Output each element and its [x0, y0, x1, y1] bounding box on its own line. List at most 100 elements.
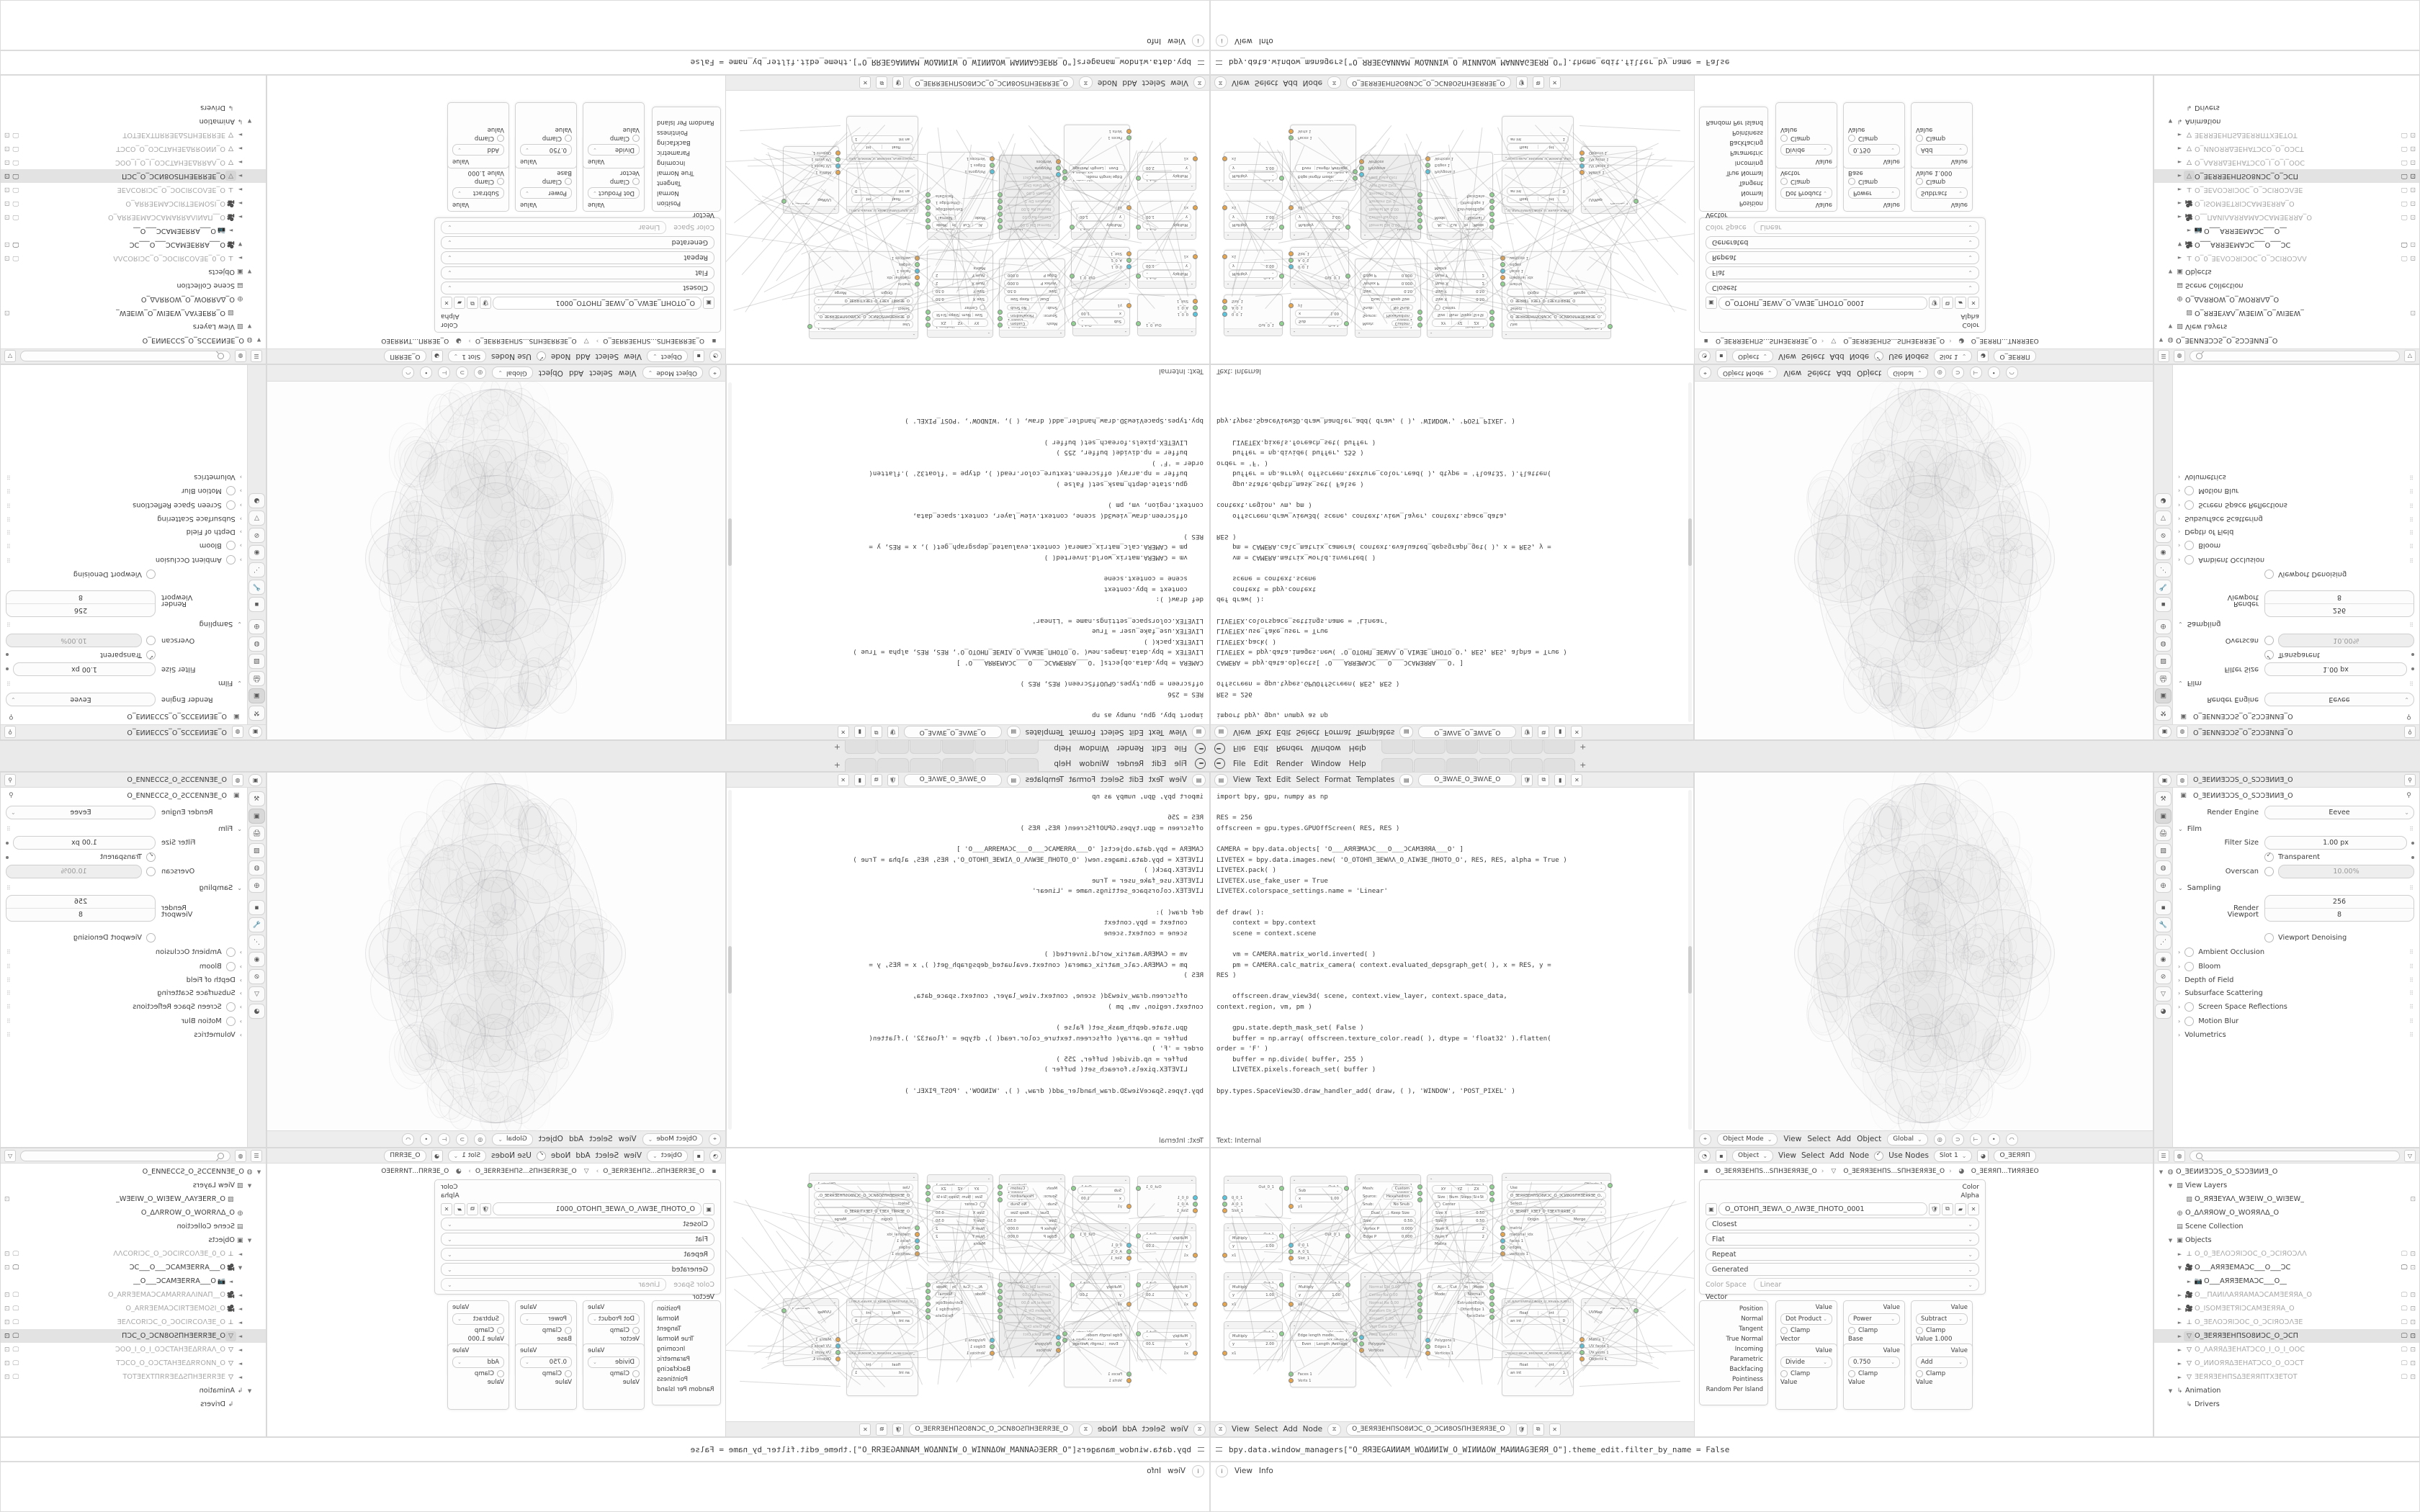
object-icon[interactable]: ▪ — [693, 351, 704, 363]
node-output-socket[interactable] — [1136, 1331, 1141, 1336]
chevron-down-icon[interactable]: ▼ — [246, 269, 254, 275]
fake-user-icon[interactable]: 🛡 — [1516, 77, 1528, 89]
viewport-menu-view[interactable]: View — [619, 369, 637, 377]
section-film[interactable]: ⌄ Film ⠿ — [2178, 825, 2414, 833]
geometry-node[interactable]: ⌄Out 1x1Multiply⌄y1.00 — [1224, 1223, 1283, 1262]
source-dropdown[interactable]: Generated ⌄ — [441, 1263, 714, 1276]
clamp-row[interactable]: Clamp — [1848, 135, 1900, 142]
material-name[interactable]: O_ƎEЯЯΠ — [1994, 1150, 2035, 1162]
math-operation-dropdown[interactable]: Add ⌄ — [452, 144, 504, 156]
disabled-camera-icon[interactable]: ⊡ — [2410, 214, 2416, 221]
section-volumetrics[interactable]: › Volumetrics ⠿ — [2178, 473, 2414, 481]
node-output-socket[interactable] — [1279, 321, 1284, 326]
unlink-icon[interactable]: ✕ — [859, 77, 871, 89]
chevron-right-icon[interactable]: ► — [236, 256, 244, 261]
grip-dots[interactable]: ⠿ — [2409, 557, 2414, 563]
clamp-checkbox[interactable] — [1916, 135, 1923, 142]
properties-editor-type-icon[interactable]: ▣ — [248, 774, 262, 786]
outliner-search-input[interactable] — [20, 1151, 230, 1161]
node-input-socket[interactable] — [1289, 1204, 1294, 1209]
node-output-socket[interactable] — [1071, 321, 1076, 326]
python-console-line[interactable]: bpy.data.window_managers["O_ЯЯƎEGAИИAM_W… — [1210, 1437, 2420, 1462]
node-output-socket[interactable] — [1136, 274, 1141, 279]
text-menu-format[interactable]: Format — [1069, 775, 1095, 784]
outliner-row[interactable]: ► 🎥 O_ISOMƎETЯIƆCAMƎEЯЯA_O 🖵 ⊡ — [1, 197, 266, 210]
text-menu-text[interactable]: Text — [1256, 775, 1271, 784]
info-editor-type-icon[interactable]: i — [1192, 1465, 1204, 1477]
chevron-right-icon[interactable]: ► — [2176, 1320, 2184, 1326]
outliner-row[interactable]: ▧ O_ЯЯƎEYAΛ_WƎEIW_O_WIƎEW_ ⊡ — [2154, 306, 2419, 320]
chevron-right-icon[interactable]: ► — [227, 228, 235, 234]
text-menu-edit[interactable]: Edit — [1129, 728, 1143, 737]
node-output-socket[interactable] — [1489, 1197, 1494, 1202]
node-output-socket[interactable] — [1136, 225, 1141, 230]
overlays-icon[interactable]: ◠ — [2006, 1133, 2018, 1146]
node-field[interactable]: Source: Hexahedron — [1004, 1193, 1060, 1200]
camera-on-icon[interactable]: ⊡ — [4, 1333, 10, 1340]
chevron-down-icon[interactable]: ▼ — [246, 1238, 254, 1243]
camera-on-icon[interactable]: ⊡ — [2410, 1333, 2416, 1340]
info-menu-view[interactable]: View — [1168, 1467, 1186, 1475]
pin-icon[interactable]: ⚲ — [4, 774, 16, 786]
clamp-checkbox[interactable] — [497, 178, 504, 185]
outliner-row[interactable]: ► ▽ O_ƎEЯЯƎEHΠSO8ИƆC_O_ƆCΠ 🖵 ⊡ — [1, 169, 266, 183]
disabled-camera-icon[interactable]: ⊡ — [2410, 255, 2416, 262]
monitor-on-icon[interactable]: 🖵 — [2401, 1264, 2408, 1272]
chevron-right-icon[interactable]: ► — [2176, 1347, 2184, 1353]
node-input-socket[interactable] — [1222, 1302, 1227, 1307]
viewport-denoising-checkbox[interactable] — [2264, 570, 2274, 579]
image-icon[interactable]: ▣ — [1706, 1203, 1717, 1215]
properties-tab-particles[interactable]: ⋰ — [248, 935, 265, 950]
info-menu-view[interactable]: View — [1168, 37, 1186, 45]
text-menu-select[interactable]: Select — [1296, 728, 1319, 737]
chevron-down-icon[interactable]: ▼ — [2166, 1183, 2174, 1189]
node-input-socket[interactable] — [1193, 1253, 1198, 1258]
unlink-icon[interactable]: ✕ — [441, 297, 452, 310]
monitor-icon[interactable]: 🖵 — [2401, 1346, 2408, 1354]
chevron-right-icon[interactable]: ► — [236, 1320, 244, 1326]
disabled-camera-icon[interactable]: ⊡ — [4, 1305, 10, 1313]
monitor-icon[interactable]: 🖵 — [2401, 1251, 2408, 1258]
grip-dots[interactable]: ⠿ — [6, 963, 11, 970]
pin-icon[interactable]: ⚲ — [2403, 711, 2414, 721]
workspace-tab[interactable] — [1543, 758, 1575, 772]
node-field[interactable]: x 1.00 — [1077, 310, 1125, 318]
camera-on-icon[interactable]: ⊡ — [2410, 173, 2416, 180]
node-output-socket[interactable] — [1417, 1197, 1422, 1202]
properties-tab-tool[interactable]: ⚒ — [248, 791, 265, 806]
node-header[interactable]: ⌄ — [1073, 328, 1129, 336]
editor-type-icon[interactable]: ⌖ — [709, 367, 721, 379]
properties-tab-tool[interactable]: ⚒ — [2155, 791, 2172, 806]
screen-space-reflections-checkbox[interactable] — [2184, 500, 2194, 510]
node-input-socket[interactable] — [1126, 251, 1131, 256]
monitor-icon[interactable]: 🖵 — [13, 200, 19, 207]
transparent-checkbox[interactable] — [146, 650, 156, 660]
info-editor-type-icon[interactable]: i — [1216, 35, 1228, 48]
grip-dots[interactable]: ⠿ — [2409, 963, 2414, 970]
clamp-row[interactable]: Clamp — [588, 1370, 640, 1377]
outliner-row[interactable]: ▤ Scene Collection — [1, 279, 266, 292]
monitor-icon[interactable]: 🖵 — [2401, 132, 2408, 139]
node-output-socket[interactable] — [1417, 323, 1422, 328]
outliner-row[interactable]: ► ▽ O_ƎEЯЯƎEHΠSO8ИƆC_O_ƆCΠ 🖵 ⊡ — [2154, 1329, 2419, 1343]
node-output-socket[interactable] — [998, 310, 1003, 315]
clamp-checkbox[interactable] — [632, 135, 640, 142]
text-menu-text[interactable]: Text — [1149, 775, 1164, 784]
node-input-socket[interactable] — [1500, 1232, 1505, 1237]
menu-file[interactable]: File — [1174, 744, 1187, 753]
disabled-camera-icon[interactable]: ⊡ — [2410, 132, 2416, 139]
node-field[interactable]: Sub ⌄ — [1077, 318, 1125, 325]
math-operation-dropdown[interactable]: Divide ⌄ — [1780, 144, 1832, 156]
snap-target-icon[interactable]: ⊢ — [1970, 1133, 1982, 1146]
properties-tab-object[interactable]: ▪ — [248, 900, 265, 915]
material-icon[interactable]: ◕ — [431, 1150, 443, 1162]
node-output-socket[interactable] — [1417, 1289, 1422, 1294]
node-input-socket[interactable] — [1289, 129, 1294, 134]
monitor-icon[interactable]: 🖵 — [2401, 255, 2408, 262]
outliner-row[interactable]: ► 📷 O___AЯЯƎEMAƆC___O__ — [2154, 1274, 2419, 1288]
node-output-socket[interactable] — [1417, 1184, 1422, 1189]
grip-dots[interactable]: ⠿ — [6, 487, 11, 494]
node-output-socket[interactable] — [1279, 176, 1284, 181]
geometry-input-node[interactable]: Position Normal Tangent True Normal Incoming… — [1699, 1300, 1768, 1405]
copy-icon[interactable]: ⧉ — [467, 297, 478, 310]
